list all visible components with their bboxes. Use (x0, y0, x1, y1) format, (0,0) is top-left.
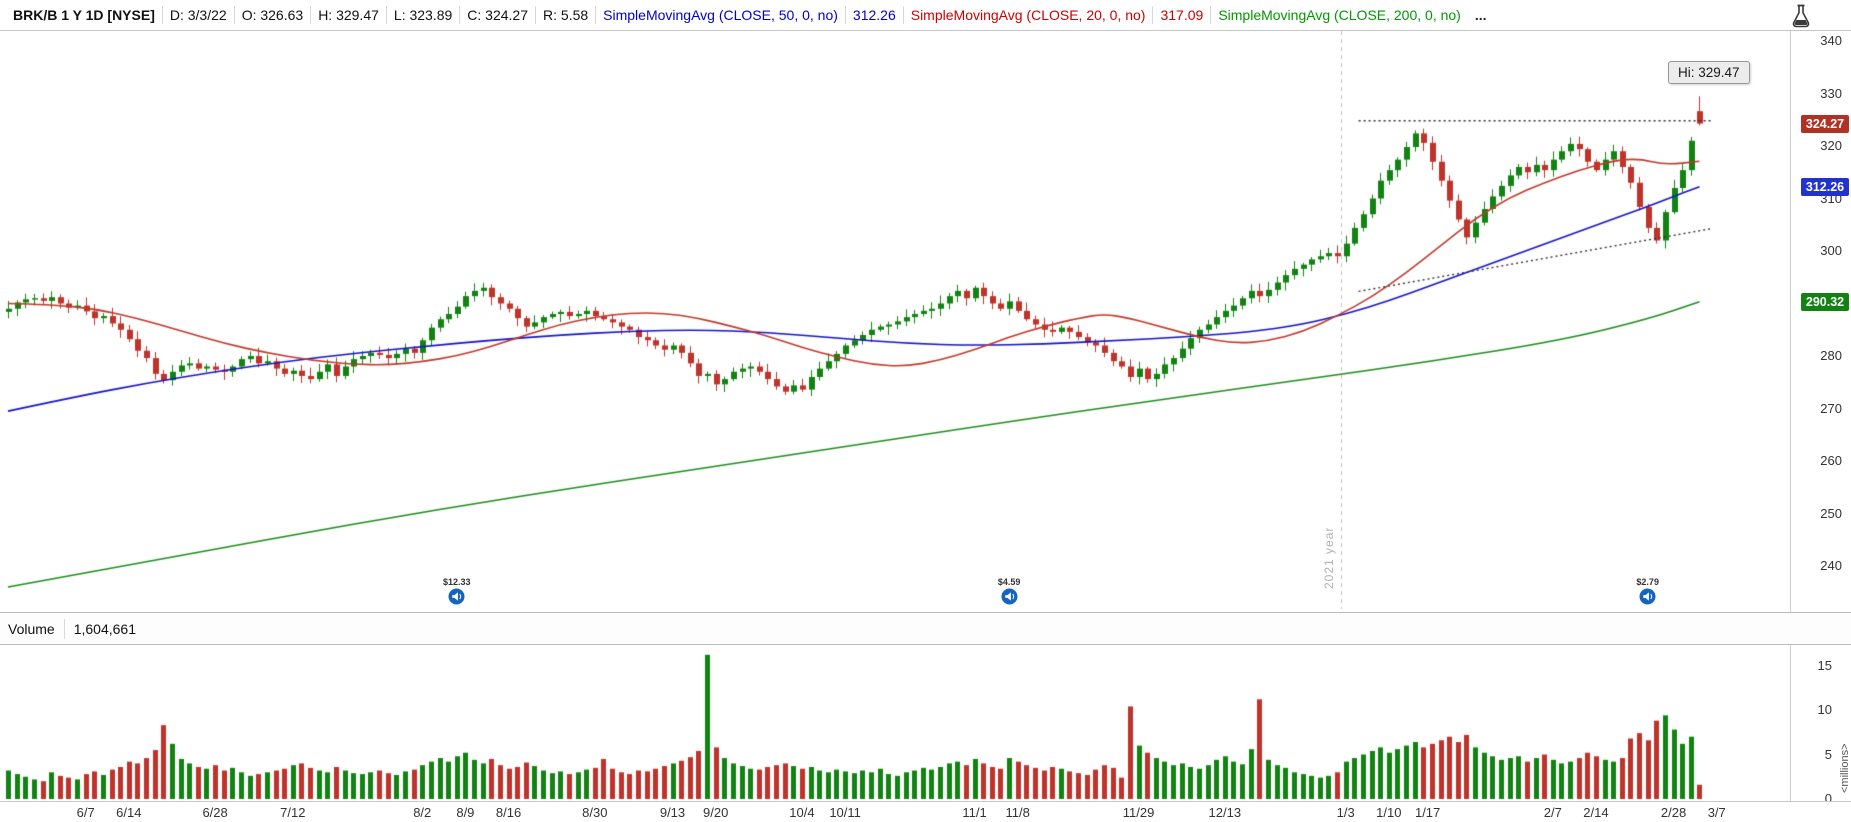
high-tooltip: Hi: 329.47 (1668, 61, 1750, 84)
header-separator (233, 6, 235, 24)
x-axis-label: 2/28 (1660, 805, 1687, 820)
price-axis[interactable]: 340330320310300290280270260250240324.273… (1790, 31, 1851, 612)
x-axis-label: 11/1 (962, 805, 987, 820)
x-axis-label: 8/30 (582, 805, 608, 820)
header-separator (902, 6, 904, 24)
ohlc-field: H: 329.47 (318, 7, 379, 23)
price-tick-label: 270 (1820, 400, 1842, 416)
ohlc-field: R: 5.58 (543, 7, 589, 23)
volume-axis[interactable]: <millions> 0 5 10 15 (1790, 645, 1851, 806)
price-pane[interactable]: Hi: 329.47 2021 year $12.33 $4.59 $2.79 (0, 31, 1790, 612)
study-value: 317.09 (1160, 7, 1204, 23)
x-axis-label: 1/3 (1336, 805, 1355, 820)
x-axis-label: 11/8 (1005, 805, 1030, 820)
volume-tick-label: 0 (1824, 791, 1832, 806)
ohlc-field: C: 324.27 (467, 7, 529, 23)
symbol-title[interactable]: BRK/B 1 Y 1D [NYSE] (13, 7, 155, 23)
earnings-marker[interactable]: $4.59 (987, 577, 1031, 610)
price-tick-label: 300 (1820, 243, 1842, 258)
x-axis-label: 12/13 (1208, 805, 1242, 820)
volume-pane[interactable] (0, 645, 1790, 801)
price-tick-label: 240 (1820, 558, 1842, 573)
header-separator (844, 6, 846, 24)
price-tick-label: 250 (1820, 505, 1842, 521)
volume-tick-label: 5 (1824, 746, 1832, 762)
header-separator (535, 6, 537, 24)
study-label[interactable]: SimpleMovingAvg (CLOSE, 50, 0, no) (603, 7, 838, 23)
megaphone-icon (1001, 588, 1018, 605)
flask-icon (1792, 4, 1810, 28)
x-axis-label: 6/28 (202, 805, 228, 820)
volume-value: 1,604,661 (73, 620, 136, 637)
x-axis-label: 2/7 (1543, 805, 1562, 820)
volume-header-separator (63, 618, 65, 639)
ohlc-field: D: 3/3/22 (169, 7, 227, 23)
price-chart-canvas[interactable] (0, 31, 1790, 612)
volume-unit-label: <millions> (1839, 743, 1851, 793)
volume-tick-label: 15 (1817, 657, 1832, 673)
earnings-marker[interactable]: $12.33 (435, 577, 479, 610)
volume-chart-canvas[interactable] (0, 645, 1790, 801)
x-axis-label: 6/14 (116, 805, 142, 820)
ohlc-field: O: 326.63 (241, 7, 304, 23)
earnings-marker[interactable]: $2.79 (1626, 577, 1670, 610)
price-tick-label: 260 (1820, 453, 1842, 468)
header-separator (310, 6, 312, 24)
x-axis-label: 8/16 (495, 805, 522, 820)
price-tick-label: 330 (1820, 85, 1842, 101)
x-axis-label: 10/4 (789, 805, 815, 820)
earnings-value-label: $12.33 (442, 577, 471, 587)
megaphone-icon (448, 588, 465, 605)
x-axis-label: 3/7 (1707, 805, 1726, 820)
earnings-value-label: $2.79 (1636, 577, 1659, 587)
study-value: 312.26 (852, 7, 896, 23)
x-axis-label: 8/9 (456, 805, 475, 820)
volume-tick-label: 10 (1817, 702, 1832, 717)
price-badge: 290.32 (1801, 292, 1849, 311)
x-axis-label: 7/12 (280, 805, 306, 820)
ohlc-field: L: 323.89 (393, 7, 453, 23)
x-axis-label: 2/14 (1583, 805, 1609, 820)
x-axis-label: 6/7 (76, 805, 95, 820)
study-label[interactable]: SimpleMovingAvg (CLOSE, 20, 0, no) (910, 7, 1146, 23)
header-separator (1152, 6, 1154, 24)
header-separator (595, 6, 597, 24)
studies-flask-icon[interactable] (1789, 3, 1813, 29)
price-tick-label: 320 (1820, 138, 1842, 153)
header-separator (459, 6, 461, 24)
header-separator (161, 6, 163, 24)
x-axis-label: 8/2 (413, 805, 432, 820)
x-axis-label: 11/29 (1122, 805, 1155, 820)
price-tick-label: 280 (1820, 348, 1842, 363)
price-tick-label: 340 (1820, 33, 1842, 48)
x-axis-label: 10/11 (829, 805, 861, 820)
volume-header: Volume 1,604,661 (0, 612, 1851, 645)
header-overflow-ellipsis[interactable]: ... (1474, 7, 1487, 23)
year-divider-label: 2021 year (1322, 526, 1337, 589)
x-axis[interactable]: 6/7 6/14 6/28 7/12 8/2 8/9 8/16 8/30 9/13 9/20 10/… (0, 801, 1851, 822)
x-axis-label: 1/10 (1376, 805, 1402, 820)
megaphone-icon (1639, 588, 1656, 605)
ohlc-readout: D: 3/3/22 O: 326.63 H: 329.47 L: 323.89 C: 3… (161, 6, 1468, 24)
x-axis-label: 9/20 (703, 805, 729, 820)
volume-label: Volume (8, 620, 55, 637)
study-label[interactable]: SimpleMovingAvg (CLOSE, 200, 0, no) (1218, 7, 1461, 23)
earnings-value-label: $4.59 (997, 577, 1021, 587)
price-badge: 312.26 (1801, 177, 1849, 196)
x-axis-label: 1/17 (1414, 805, 1441, 820)
header-separator (1210, 6, 1212, 24)
x-axis-label: 9/13 (659, 805, 686, 820)
header-separator (385, 6, 387, 24)
price-badge: 324.27 (1801, 114, 1849, 133)
chart-header: BRK/B 1 Y 1D [NYSE] D: 3/3/22 O: 326.63 H:… (0, 0, 1851, 31)
